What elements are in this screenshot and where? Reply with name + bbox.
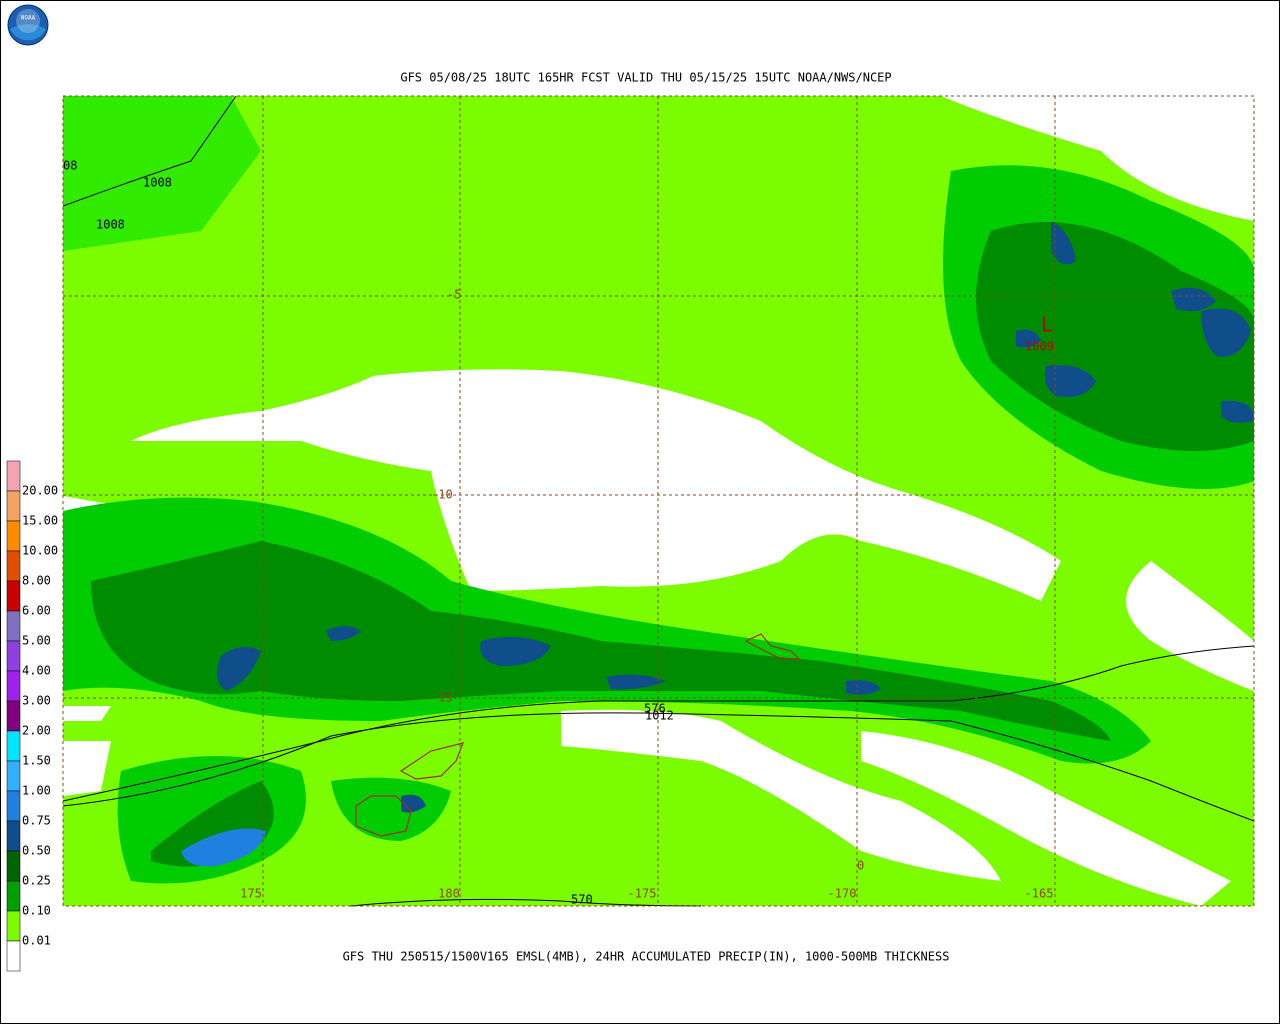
legend-label: 1.00 — [22, 784, 51, 798]
legend-label: 2.00 — [22, 724, 51, 738]
contour-label: 576 — [644, 702, 666, 716]
legend-label: 0.10 — [22, 904, 51, 918]
caption: GFS THU 250515/1500V165 EMSL(4MB), 24HR … — [343, 950, 950, 964]
logo: NOAA — [7, 4, 49, 46]
legend-label: 8.00 — [22, 574, 51, 588]
legend-swatch — [6, 550, 21, 582]
grid — [62, 95, 1255, 907]
contours — [62, 95, 1255, 907]
legend-label: 1.50 — [22, 754, 51, 768]
lon-label: 180 — [438, 887, 460, 901]
legend-label: 10.00 — [22, 544, 58, 558]
legend-swatch — [6, 490, 21, 522]
legend-label: 20.00 — [22, 484, 58, 498]
contour-label: 0 — [857, 859, 864, 873]
legend-swatch — [6, 790, 21, 822]
logo-text: NOAA — [21, 15, 36, 22]
legend-swatch — [6, 820, 21, 852]
legend-swatch — [6, 760, 21, 792]
legend-swatch — [6, 940, 21, 972]
legend-label: 0.50 — [22, 844, 51, 858]
legend-swatch — [6, 460, 21, 492]
legend-label: 6.00 — [22, 604, 51, 618]
legend-swatch — [6, 520, 21, 552]
lon-label: -170 — [828, 887, 857, 901]
contour-label: 1008 — [96, 218, 125, 232]
lon-label: -165 — [1025, 887, 1054, 901]
coastlines — [355, 633, 801, 837]
legend-label: 3.00 — [22, 694, 51, 708]
contour-label: 08 — [63, 159, 77, 173]
legend-label: 5.00 — [22, 634, 51, 648]
legend-swatch — [6, 580, 21, 612]
lon-label: 175 — [240, 887, 262, 901]
legend-label: 0.75 — [22, 814, 51, 828]
legend-label: 0.01 — [22, 934, 51, 948]
legend: 20.00 15.00 10.00 8.00 6.00 5.00 4.00 3.00 2.00 1… — [6, 460, 58, 972]
lat-label: -15 — [431, 691, 453, 705]
contour-label: 1008 — [143, 176, 172, 190]
legend-label: 0.25 — [22, 874, 51, 888]
legend-swatch — [6, 610, 21, 642]
legend-swatch — [6, 730, 21, 762]
lat-label: -5 — [447, 288, 461, 302]
contour-label: L — [1041, 313, 1053, 337]
lat-label: -10 — [431, 488, 453, 502]
legend-label: 4.00 — [22, 664, 51, 678]
legend-swatch — [6, 640, 21, 672]
legend-swatch — [6, 670, 21, 702]
lon-label: -175 — [628, 887, 657, 901]
legend-swatch — [6, 880, 21, 912]
legend-swatch — [6, 850, 21, 882]
legend-swatch — [6, 700, 21, 732]
contour-label: 570 — [571, 893, 593, 907]
contour-label: 1012 — [645, 709, 674, 723]
legend-label: 15.00 — [22, 514, 58, 528]
legend-swatch — [6, 910, 21, 942]
title: GFS 05/08/25 18UTC 165HR FCST VALID THU … — [400, 71, 891, 85]
contour-label: 1009 — [1025, 340, 1054, 354]
